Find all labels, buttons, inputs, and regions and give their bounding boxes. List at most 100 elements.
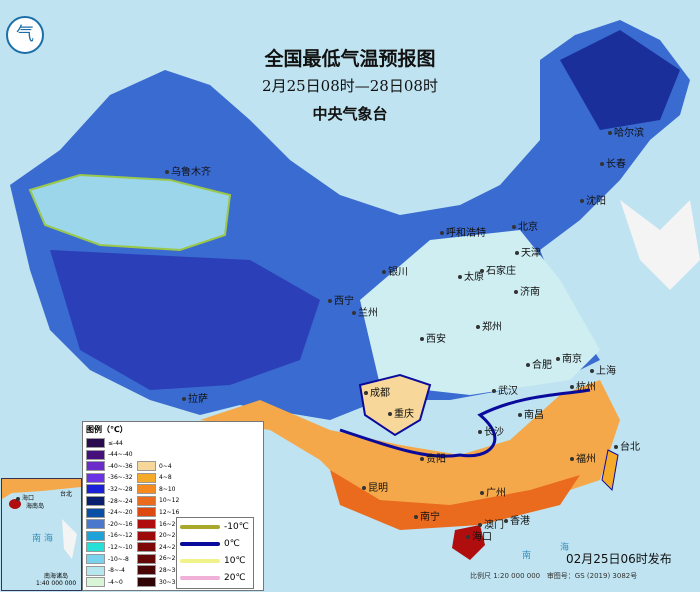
legend-label: -4~0 [108, 578, 123, 586]
city-label: 北京 [512, 218, 538, 233]
legend-item: 0~4 [137, 461, 172, 471]
city-label: 澳门 [478, 516, 504, 531]
legend-swatch [86, 449, 105, 460]
legend-swatch [86, 530, 105, 541]
legend-swatch [86, 519, 105, 530]
legend-swatch [86, 507, 105, 518]
legend-swatch [137, 461, 156, 471]
city-label: 广州 [480, 484, 506, 499]
legend-item: -16~-12 [86, 530, 133, 541]
sea-label: 南 [522, 551, 532, 561]
legend-swatch [86, 565, 105, 576]
legend-label: 26~28 [159, 555, 180, 563]
city-label: 呼和浩特 [440, 224, 486, 239]
city-label: 成都 [364, 384, 390, 399]
legend-swatch [86, 484, 105, 495]
legend-label: -32~-28 [108, 485, 133, 493]
legend-swatch [137, 507, 156, 518]
city-label: 福州 [570, 450, 596, 465]
inset-label: 海南岛 [26, 503, 45, 510]
legend-item: 20~24 [137, 530, 179, 541]
city-label: 南宁 [414, 508, 440, 523]
inset-label: 南海诸岛 [44, 573, 69, 580]
legend-item: -44~-40 [86, 449, 133, 460]
legend-label: 30~32 [159, 578, 180, 586]
tarim-basin [28, 173, 232, 252]
city-label: 长春 [600, 155, 626, 170]
south-warm [200, 380, 620, 520]
legend-swatch [86, 438, 105, 448]
city-label: 沈阳 [580, 192, 606, 207]
legend-label: 10~12 [159, 497, 180, 505]
legend-item: 10~12 [137, 495, 180, 506]
isotherm-item: 0℃ [180, 539, 240, 549]
city-label: 拉萨 [182, 390, 208, 405]
map-scale: 比例尺 1:20 000 000 [470, 572, 541, 580]
legend-item: -8~-4 [86, 565, 125, 576]
legend-label: -40~-36 [108, 462, 133, 470]
legend-label: -16~-12 [108, 532, 133, 540]
city-label: 杭州 [570, 378, 596, 393]
legend-swatch [137, 553, 156, 564]
legend-swatch [137, 530, 156, 541]
inset-sea: 南 [32, 534, 42, 544]
legend-label: -8~-4 [108, 567, 125, 575]
legend-swatch [137, 542, 156, 553]
north-mild [360, 230, 600, 395]
legend-item: 4~8 [137, 472, 172, 483]
sea-label: 海 [560, 543, 570, 553]
isotherm-legend: -10℃ 0℃ 10℃ 20℃ [176, 517, 254, 589]
city-label: 重庆 [388, 405, 414, 420]
isotherm-line-swatch [180, 525, 220, 529]
legend-swatch [137, 472, 156, 483]
legend-swatch [86, 461, 105, 472]
legend-item: 24~26 [137, 542, 179, 553]
legend-label: -44~-40 [108, 451, 133, 459]
isotherm-label: 10℃ [224, 556, 246, 566]
legend-swatch [86, 496, 105, 506]
isotherm-line-swatch [180, 542, 220, 546]
forecast-period: 2月25日08时—28日08时 [262, 77, 438, 95]
legend-swatch [86, 554, 105, 564]
isotherm-label: 0℃ [224, 539, 240, 549]
city-label: 海口 [466, 528, 492, 543]
city-label: 天津 [515, 244, 541, 259]
legend-label: -12~-10 [108, 543, 133, 551]
issuer: 中央气象台 [312, 105, 388, 123]
inset-scale: 1:40 000 000 [36, 580, 77, 587]
isotherm-item: -10℃ [180, 522, 249, 532]
plateau-dark [50, 250, 320, 390]
legend-swatch [86, 472, 105, 483]
legend-label: -36~-32 [108, 474, 133, 482]
legend-label: 8~10 [159, 485, 176, 493]
legend-swatch [137, 565, 156, 576]
inset-label: 海口 [16, 493, 34, 502]
city-label: 西宁 [328, 292, 354, 307]
legend-item: ≤-44 [86, 438, 123, 448]
neighbor-land [620, 200, 700, 290]
legend-swatch [86, 542, 105, 553]
city-label: 上海 [590, 362, 616, 377]
legend-swatch [86, 577, 105, 588]
legend-swatch [137, 495, 156, 506]
legend-label: 12~16 [159, 508, 180, 516]
legend-item: -32~-28 [86, 484, 133, 495]
northeast-dark [560, 30, 680, 130]
legend-label: 28~30 [159, 566, 180, 574]
inset-graphic [2, 479, 81, 559]
legend-item: -36~-32 [86, 472, 133, 483]
inset-label: 台北 [60, 491, 73, 498]
legend-item: 26~28 [137, 553, 180, 564]
city-label: 南昌 [518, 406, 544, 421]
city-label: 西安 [420, 330, 446, 345]
legend-item: -40~-36 [86, 461, 133, 472]
city-label: 郑州 [476, 318, 502, 333]
isotherm-item: 10℃ [180, 556, 246, 566]
city-label: 乌鲁木齐 [165, 163, 211, 178]
legend-label: 4~8 [159, 474, 172, 482]
legend-label: -24~-20 [108, 509, 133, 517]
zero-isotherm [339, 388, 591, 458]
isotherm-label: -10℃ [224, 522, 249, 532]
city-label: 合肥 [526, 356, 552, 371]
